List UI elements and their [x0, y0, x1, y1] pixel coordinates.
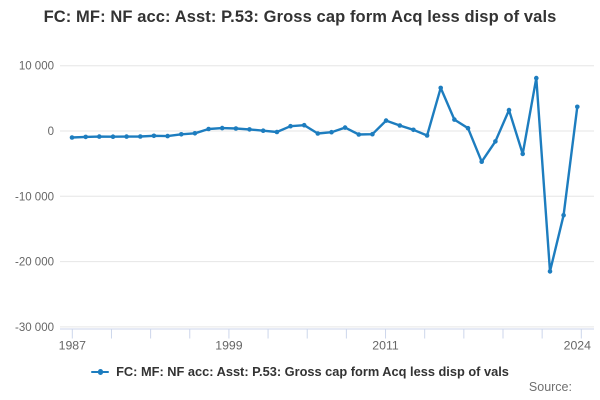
data-point: [192, 131, 198, 136]
y-axis-tick-label: -30 000: [15, 322, 54, 334]
data-point: [561, 212, 566, 218]
data-series-line: [70, 76, 579, 273]
data-point: [506, 107, 512, 113]
y-axis-tick-label: -20 000: [15, 257, 54, 269]
legend-label: FC: MF: NF acc: Asst: P.53: Gross cap fo…: [116, 364, 509, 379]
source-label: Source:: [528, 380, 572, 394]
data-point: [356, 132, 362, 137]
data-point: [206, 126, 211, 132]
legend-item[interactable]: FC: MF: NF acc: Asst: P.53: Gross cap fo…: [0, 364, 600, 379]
data-point: [219, 125, 225, 131]
data-point: [165, 133, 170, 139]
legend-line-marker-icon: [91, 367, 110, 376]
data-point: [315, 131, 321, 136]
data-point: [301, 122, 307, 128]
data-point: [342, 125, 348, 130]
data-point: [493, 139, 498, 144]
data-point: [575, 104, 580, 110]
x-axis-tick-label: 1987: [59, 339, 87, 353]
data-point: [179, 132, 184, 137]
data-point: [260, 128, 266, 133]
x-axis-tick-label: 2024: [564, 339, 592, 353]
data-point: [479, 159, 485, 164]
data-point: [274, 129, 280, 135]
data-point: [370, 131, 375, 137]
y-axis-tick-label: 10 000: [19, 61, 54, 73]
y-axis-tick-label: -10 000: [15, 191, 54, 203]
data-point: [534, 75, 539, 81]
data-point: [452, 117, 457, 122]
data-point: [247, 127, 252, 132]
data-point: [138, 134, 143, 139]
data-point: [124, 134, 129, 139]
data-point: [520, 151, 525, 157]
data-point: [411, 127, 416, 133]
data-point: [438, 85, 444, 91]
data-point: [424, 133, 430, 138]
data-point: [465, 125, 471, 131]
x-axis-tick-label: 2011: [372, 339, 399, 353]
legend-marker-dot: [97, 369, 104, 375]
data-point: [151, 133, 157, 139]
data-point: [83, 134, 88, 140]
chart-title: FC: MF: NF acc: Asst: P.53: Gross cap fo…: [43, 8, 557, 26]
data-point: [233, 126, 239, 131]
y-axis-tick-label: 0: [48, 126, 54, 138]
data-point: [329, 129, 334, 135]
data-point: [383, 118, 389, 123]
data-point: [97, 134, 102, 139]
data-point: [69, 135, 75, 140]
data-point: [397, 123, 403, 128]
x-axis-tick-label: 1999: [215, 339, 243, 353]
data-point: [547, 269, 553, 274]
data-point: [110, 134, 116, 139]
data-point: [288, 123, 293, 129]
